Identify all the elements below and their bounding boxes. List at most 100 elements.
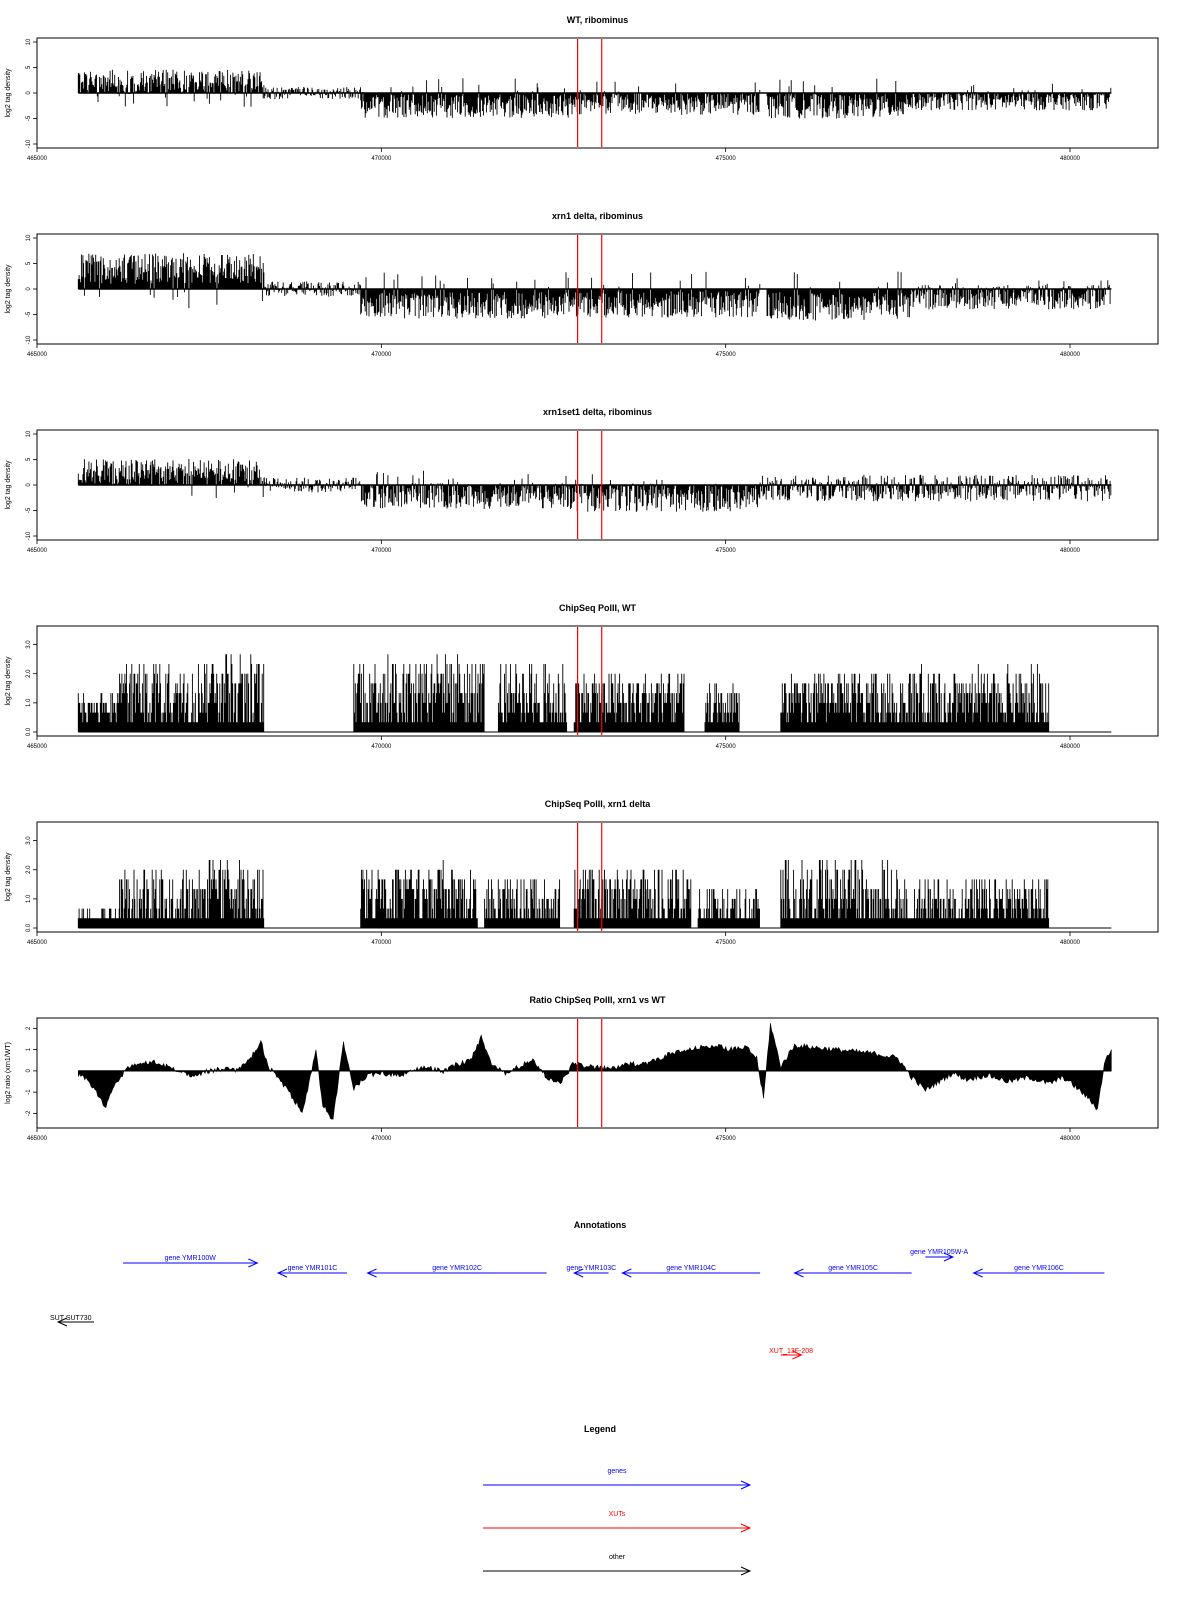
gene-label: gene YMR106C — [1014, 1265, 1064, 1272]
arrow-head — [276, 1268, 288, 1278]
data-layer — [77, 253, 1112, 321]
y-tick-label: 0.0 — [26, 727, 32, 736]
y-tick-label: 0 — [26, 1069, 32, 1073]
panel-title: WT, ribominus — [567, 15, 629, 25]
panel-6: Ratio ChipSeq PolII, xrn1 vs WT 2 1 0 -1 -2 lo… — [5, 995, 1159, 1142]
x-tick-label: 470000 — [371, 156, 392, 162]
panel-title: xrn1set1 delta, ribominus — [543, 407, 652, 417]
y-axis-label: log2 tag density — [5, 68, 12, 118]
arrow-head — [366, 1268, 377, 1278]
panel-3: xrn1set1 delta, ribominus 10 5 0 -5 -10 log2 t… — [5, 407, 1159, 554]
x-tick-label: 465000 — [27, 352, 48, 358]
y-tick-label: 0 — [26, 483, 32, 487]
x-tick-label: 475000 — [716, 744, 737, 750]
x-tick-label: 470000 — [371, 1136, 392, 1142]
x-tick-label: 480000 — [1060, 1136, 1081, 1142]
gene-label: gene YMR100W — [165, 1255, 217, 1262]
plot-frame — [36, 625, 1159, 737]
arrow-head — [792, 1350, 803, 1360]
x-tick-label: 465000 — [27, 548, 48, 554]
annotations-section: Annotations gene YMR100W gene YMR101C gene … — [50, 1220, 1105, 1360]
x-tick-label: 470000 — [371, 352, 392, 358]
x-tick-label: 465000 — [27, 744, 48, 750]
x-tick-label: 465000 — [27, 1136, 48, 1142]
other-arrow — [56, 1317, 94, 1327]
legend-title: Legend — [584, 1424, 616, 1434]
arrow-head — [621, 1268, 632, 1278]
y-tick-label: 0.0 — [26, 923, 32, 932]
signal-bars — [77, 860, 1050, 928]
gene-label: gene YMR101C — [288, 1265, 338, 1272]
y-tick-label: 10 — [26, 234, 32, 241]
gene-arrow — [276, 1268, 347, 1278]
data-layer — [78, 1023, 1112, 1120]
y-tick-label: -10 — [26, 335, 32, 344]
arrow-head — [943, 1252, 955, 1262]
y-tick-label: -5 — [26, 115, 32, 121]
panel-1: WT, ribominus 10 5 0 -5 -10 log2 tag density 46… — [5, 15, 1159, 162]
y-tick-label: -5 — [26, 311, 32, 317]
gene-arrow — [123, 1258, 259, 1268]
legend-arrow — [483, 1523, 752, 1533]
x-tick-label: 470000 — [371, 940, 392, 946]
legend-arrow — [483, 1480, 752, 1490]
y-tick-label: -1 — [26, 1089, 32, 1095]
y-axis-label: log2 tag density — [5, 264, 12, 314]
y-tick-label: 3.0 — [26, 836, 32, 845]
arrow-head — [248, 1258, 259, 1268]
x-tick-label: 475000 — [716, 548, 737, 554]
signal-bars — [77, 654, 1050, 732]
plot-frame — [36, 821, 1159, 933]
y-tick-label: 5 — [26, 65, 32, 69]
signal-bars — [77, 69, 1112, 119]
xut-arrow — [780, 1350, 803, 1360]
y-tick-label: -2 — [26, 1110, 32, 1116]
arrow-head — [740, 1480, 752, 1490]
gene-arrow — [925, 1252, 955, 1262]
legend: Legend genes XUTs other — [483, 1424, 752, 1576]
arrow-head — [740, 1566, 752, 1576]
gene-arrow — [366, 1268, 547, 1278]
panel-5: ChipSeq PolII, xrn1 delta 0.0 1.0 2.0 3.0 log… — [5, 799, 1159, 946]
y-tick-label: 1.0 — [26, 894, 32, 903]
gene-arrow — [572, 1268, 609, 1278]
panel-4: ChipSeq PolII, WT 0.0 1.0 2.0 3.0 log2 tag de… — [5, 603, 1159, 750]
y-axis-label: log2 tag density — [5, 460, 12, 510]
y-tick-label: -10 — [26, 531, 32, 540]
xut-label: XUT_13F-208 — [769, 1348, 813, 1355]
y-tick-label: 10 — [26, 38, 32, 45]
y-tick-label: 2 — [26, 1026, 32, 1030]
y-tick-label: 1.0 — [26, 698, 32, 707]
gene-label: gene YMR103C — [567, 1265, 617, 1272]
y-tick-label: 1 — [26, 1047, 32, 1051]
y-axis-label: log2 tag density — [5, 852, 12, 902]
gene-label: gene YMR104C — [666, 1265, 716, 1272]
x-tick-label: 475000 — [716, 352, 737, 358]
gene-arrow — [621, 1268, 761, 1278]
arrow-head — [740, 1523, 752, 1533]
x-tick-label: 480000 — [1060, 744, 1081, 750]
x-tick-label: 475000 — [716, 1136, 737, 1142]
panel-title: Ratio ChipSeq PolII, xrn1 vs WT — [529, 995, 666, 1005]
x-tick-label: 480000 — [1060, 940, 1081, 946]
panel-title: xrn1 delta, ribominus — [552, 211, 643, 221]
y-tick-label: 5 — [26, 457, 32, 461]
other-label: SUT SUT730 — [50, 1315, 92, 1322]
x-tick-label: 480000 — [1060, 156, 1081, 162]
x-tick-label: 465000 — [27, 156, 48, 162]
legend-label: genes — [607, 1468, 627, 1475]
x-tick-label: 470000 — [371, 548, 392, 554]
y-axis-label: log2 ratio (xrn1/WT) — [5, 1042, 12, 1104]
gene-label: gene YMR105C — [828, 1265, 878, 1272]
y-tick-label: 2.0 — [26, 865, 32, 874]
y-axis-label: log2 tag density — [5, 656, 12, 706]
arrow-head — [572, 1268, 584, 1278]
y-tick-label: 10 — [26, 430, 32, 437]
panel-2: xrn1 delta, ribominus 10 5 0 -5 -10 log2 tag d… — [5, 211, 1159, 358]
legend-label: other — [609, 1554, 626, 1561]
arrow-head — [972, 1268, 983, 1278]
gene-label: gene YMR102C — [432, 1265, 482, 1272]
y-tick-label: -10 — [26, 139, 32, 148]
signal-bars — [77, 253, 1112, 321]
